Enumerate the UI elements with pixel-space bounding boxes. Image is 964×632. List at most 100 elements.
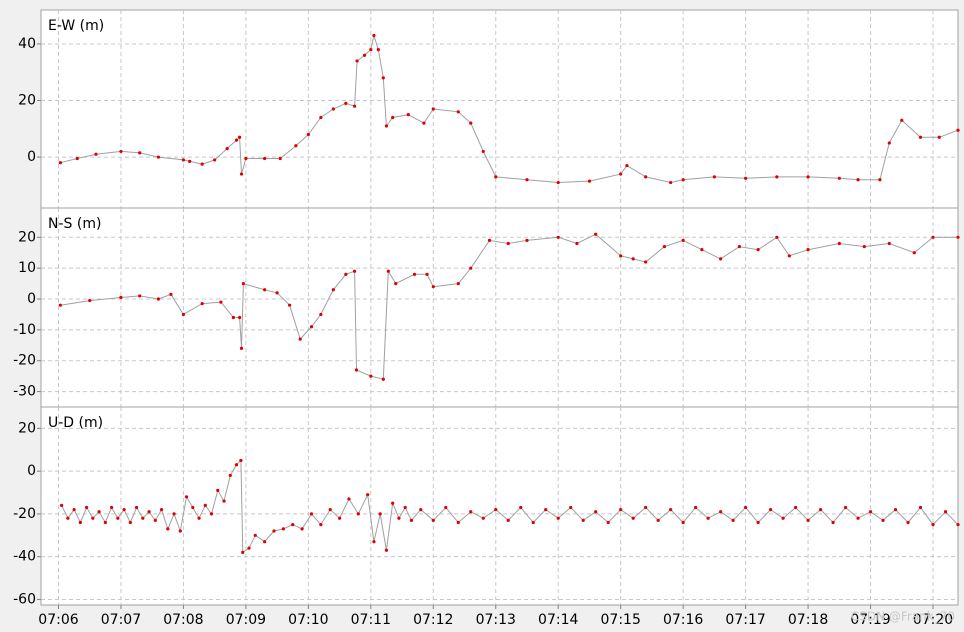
data-point <box>494 175 498 179</box>
data-point <box>344 101 348 105</box>
data-point <box>594 510 598 514</box>
data-point <box>138 151 142 155</box>
data-point <box>184 495 189 499</box>
y-tick-label: 20 <box>18 420 36 436</box>
data-point <box>881 518 885 522</box>
data-point <box>75 156 79 161</box>
data-point <box>153 518 157 522</box>
data-point <box>444 505 448 510</box>
data-point <box>344 272 348 276</box>
data-point <box>868 510 873 514</box>
x-tick-label: 07:07 <box>101 612 141 628</box>
data-point <box>781 516 785 520</box>
data-point <box>60 503 64 507</box>
data-point <box>200 302 204 306</box>
data-point <box>878 178 882 182</box>
data-point <box>147 510 151 514</box>
x-tick-label: 07:18 <box>788 612 828 628</box>
data-point <box>956 235 960 239</box>
data-point <box>431 107 435 111</box>
data-point <box>225 147 229 151</box>
data-point <box>681 520 685 525</box>
x-tick-label: 07:20 <box>913 612 953 628</box>
data-point <box>319 523 323 527</box>
y-tick-label: 0 <box>27 463 36 479</box>
data-point <box>481 516 485 520</box>
x-tick-label: 07:17 <box>725 612 765 628</box>
data-point <box>669 508 673 512</box>
data-point <box>354 368 359 372</box>
data-point <box>419 508 423 512</box>
data-point <box>525 178 529 182</box>
y-tick-label: -20 <box>13 506 36 522</box>
data-point <box>384 124 389 128</box>
data-point <box>231 315 235 320</box>
data-point <box>288 303 292 307</box>
data-point <box>403 505 407 510</box>
data-point <box>918 505 923 510</box>
series-line <box>61 459 959 554</box>
x-tick-label: 07:16 <box>663 612 703 628</box>
data-point <box>381 76 385 80</box>
data-point <box>409 518 414 522</box>
data-point <box>337 516 342 520</box>
data-point <box>263 156 267 161</box>
data-point <box>352 104 357 108</box>
data-point <box>352 269 357 273</box>
data-point <box>159 508 164 512</box>
data-point <box>319 115 323 120</box>
data-point <box>228 473 232 478</box>
data-point <box>681 178 685 182</box>
data-point <box>391 115 395 120</box>
data-point <box>156 155 161 159</box>
data-point <box>356 512 360 516</box>
data-point <box>331 107 335 111</box>
data-point <box>831 520 835 525</box>
data-point <box>900 118 904 122</box>
data-point <box>422 121 426 125</box>
y-tick-label: -60 <box>13 591 36 607</box>
plot-area <box>40 9 959 209</box>
data-point <box>203 503 207 507</box>
data-point <box>644 260 648 264</box>
data-point <box>581 518 585 522</box>
data-point <box>856 178 860 182</box>
data-point <box>525 238 529 242</box>
data-point <box>355 59 359 63</box>
series-line <box>60 33 959 184</box>
data-point <box>275 291 279 295</box>
data-point <box>887 241 891 246</box>
data-point <box>109 505 114 510</box>
data-point <box>169 292 173 296</box>
data-point <box>719 257 723 261</box>
data-point <box>619 172 623 176</box>
data-point <box>241 550 245 554</box>
data-point <box>128 520 132 525</box>
data-point <box>587 179 592 183</box>
data-point <box>103 520 107 525</box>
y-tick-label: 0 <box>27 149 36 165</box>
data-point <box>156 297 161 301</box>
data-point <box>188 159 192 163</box>
data-point <box>731 518 735 522</box>
y-tick-label: 0 <box>27 291 36 307</box>
data-point <box>386 269 390 273</box>
data-point <box>506 518 510 522</box>
data-point <box>263 540 267 544</box>
data-point <box>281 527 285 531</box>
y-tick-label: -10 <box>13 322 36 338</box>
data-point <box>456 110 460 114</box>
data-point <box>906 520 910 525</box>
data-point <box>744 176 748 180</box>
data-point <box>78 520 82 525</box>
data-point <box>85 505 89 510</box>
data-point <box>122 508 126 512</box>
data-point <box>172 512 176 516</box>
data-point <box>912 251 916 255</box>
data-point <box>391 501 395 505</box>
data-point <box>625 163 629 168</box>
data-point <box>298 337 302 341</box>
data-point <box>469 510 473 514</box>
data-point <box>94 152 98 156</box>
data-point <box>213 158 217 162</box>
